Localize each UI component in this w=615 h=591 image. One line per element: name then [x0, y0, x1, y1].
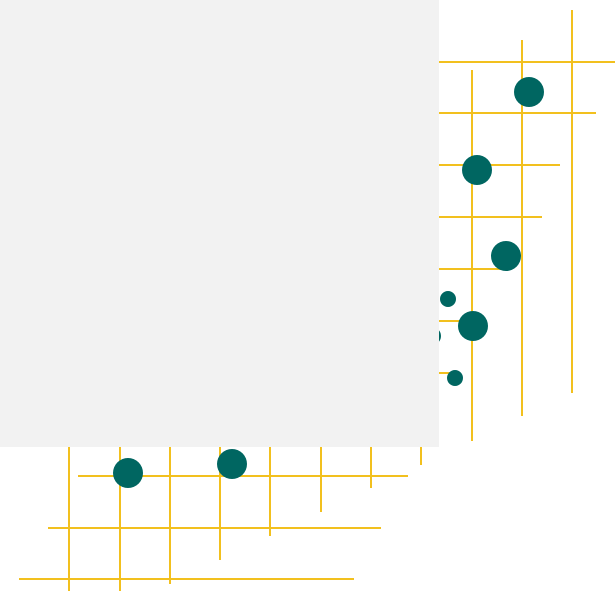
dot: [462, 155, 492, 185]
dot: [447, 370, 463, 386]
dot: [458, 311, 488, 341]
dot: [113, 458, 143, 488]
dot: [491, 241, 521, 271]
dot: [440, 291, 456, 307]
dot: [514, 77, 544, 107]
dot: [217, 449, 247, 479]
blank-panel: [0, 0, 439, 447]
